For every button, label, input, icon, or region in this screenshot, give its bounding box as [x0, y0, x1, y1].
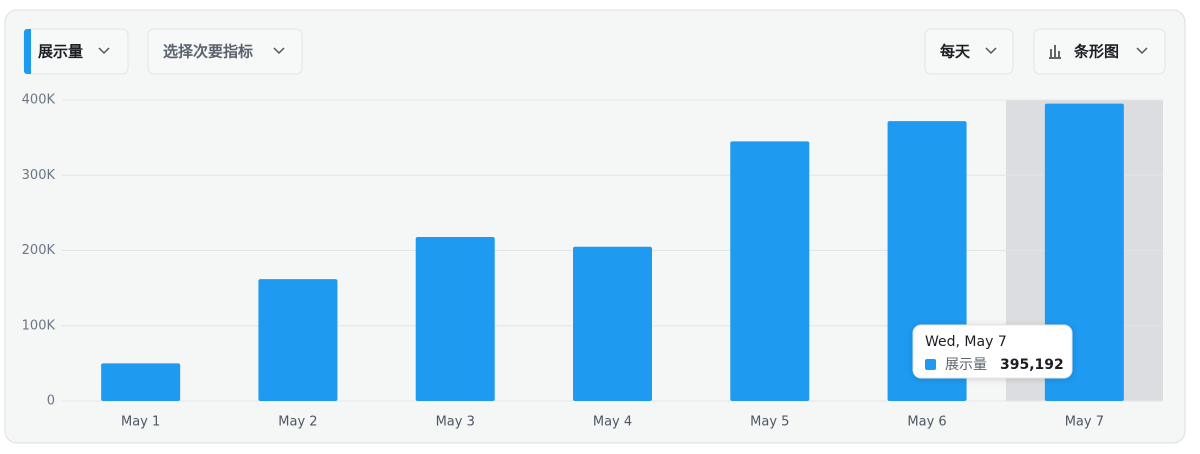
- secondary-metric: 选择次要指标: [163, 43, 253, 61]
- y-tick-label: 100K: [22, 318, 56, 333]
- plot: 0 100K 200K 300K 400K May 1 May 2 May 3 May 4 May…: [22, 93, 1163, 430]
- bar: [258, 279, 338, 401]
- tooltip-swatch: [925, 359, 936, 370]
- y-tick-label: 300K: [22, 168, 56, 183]
- y-tick-label: 400K: [22, 93, 56, 108]
- tooltip-value: 395,192: [1000, 357, 1064, 373]
- bar: [730, 141, 810, 401]
- y-tick-label: 200K: [22, 243, 56, 258]
- primary-metric: 展示量: [38, 43, 83, 61]
- chart-type-button[interactable]: 条形图: [1033, 28, 1166, 75]
- x-tick-label: May 2: [278, 415, 317, 430]
- y-tick-label: 0: [47, 394, 55, 409]
- x-tick-label: May 1: [121, 415, 160, 430]
- x-tick-label: May 5: [750, 415, 789, 430]
- secondary-metric-button[interactable]: 选择次要指标: [147, 28, 303, 75]
- bar: [101, 363, 181, 401]
- tooltip-title: Wed, May 7: [925, 334, 1007, 350]
- x-tick-label: May 4: [593, 415, 632, 430]
- tooltip-series: 展示量: [945, 357, 987, 373]
- chart-type: 条形图: [1073, 43, 1119, 61]
- interval: 每天: [940, 43, 971, 61]
- bar: [415, 236, 495, 401]
- primary-metric-button[interactable]: 展示量: [23, 28, 129, 75]
- x-tick-label: May 7: [1065, 415, 1104, 430]
- interval-button[interactable]: 每天: [924, 28, 1014, 75]
- tooltip: Wed, May 7 展示量 395,192: [912, 324, 1073, 379]
- x-tick-label: May 3: [436, 415, 475, 430]
- bar: [573, 246, 652, 401]
- x-tick-label: May 6: [907, 415, 946, 430]
